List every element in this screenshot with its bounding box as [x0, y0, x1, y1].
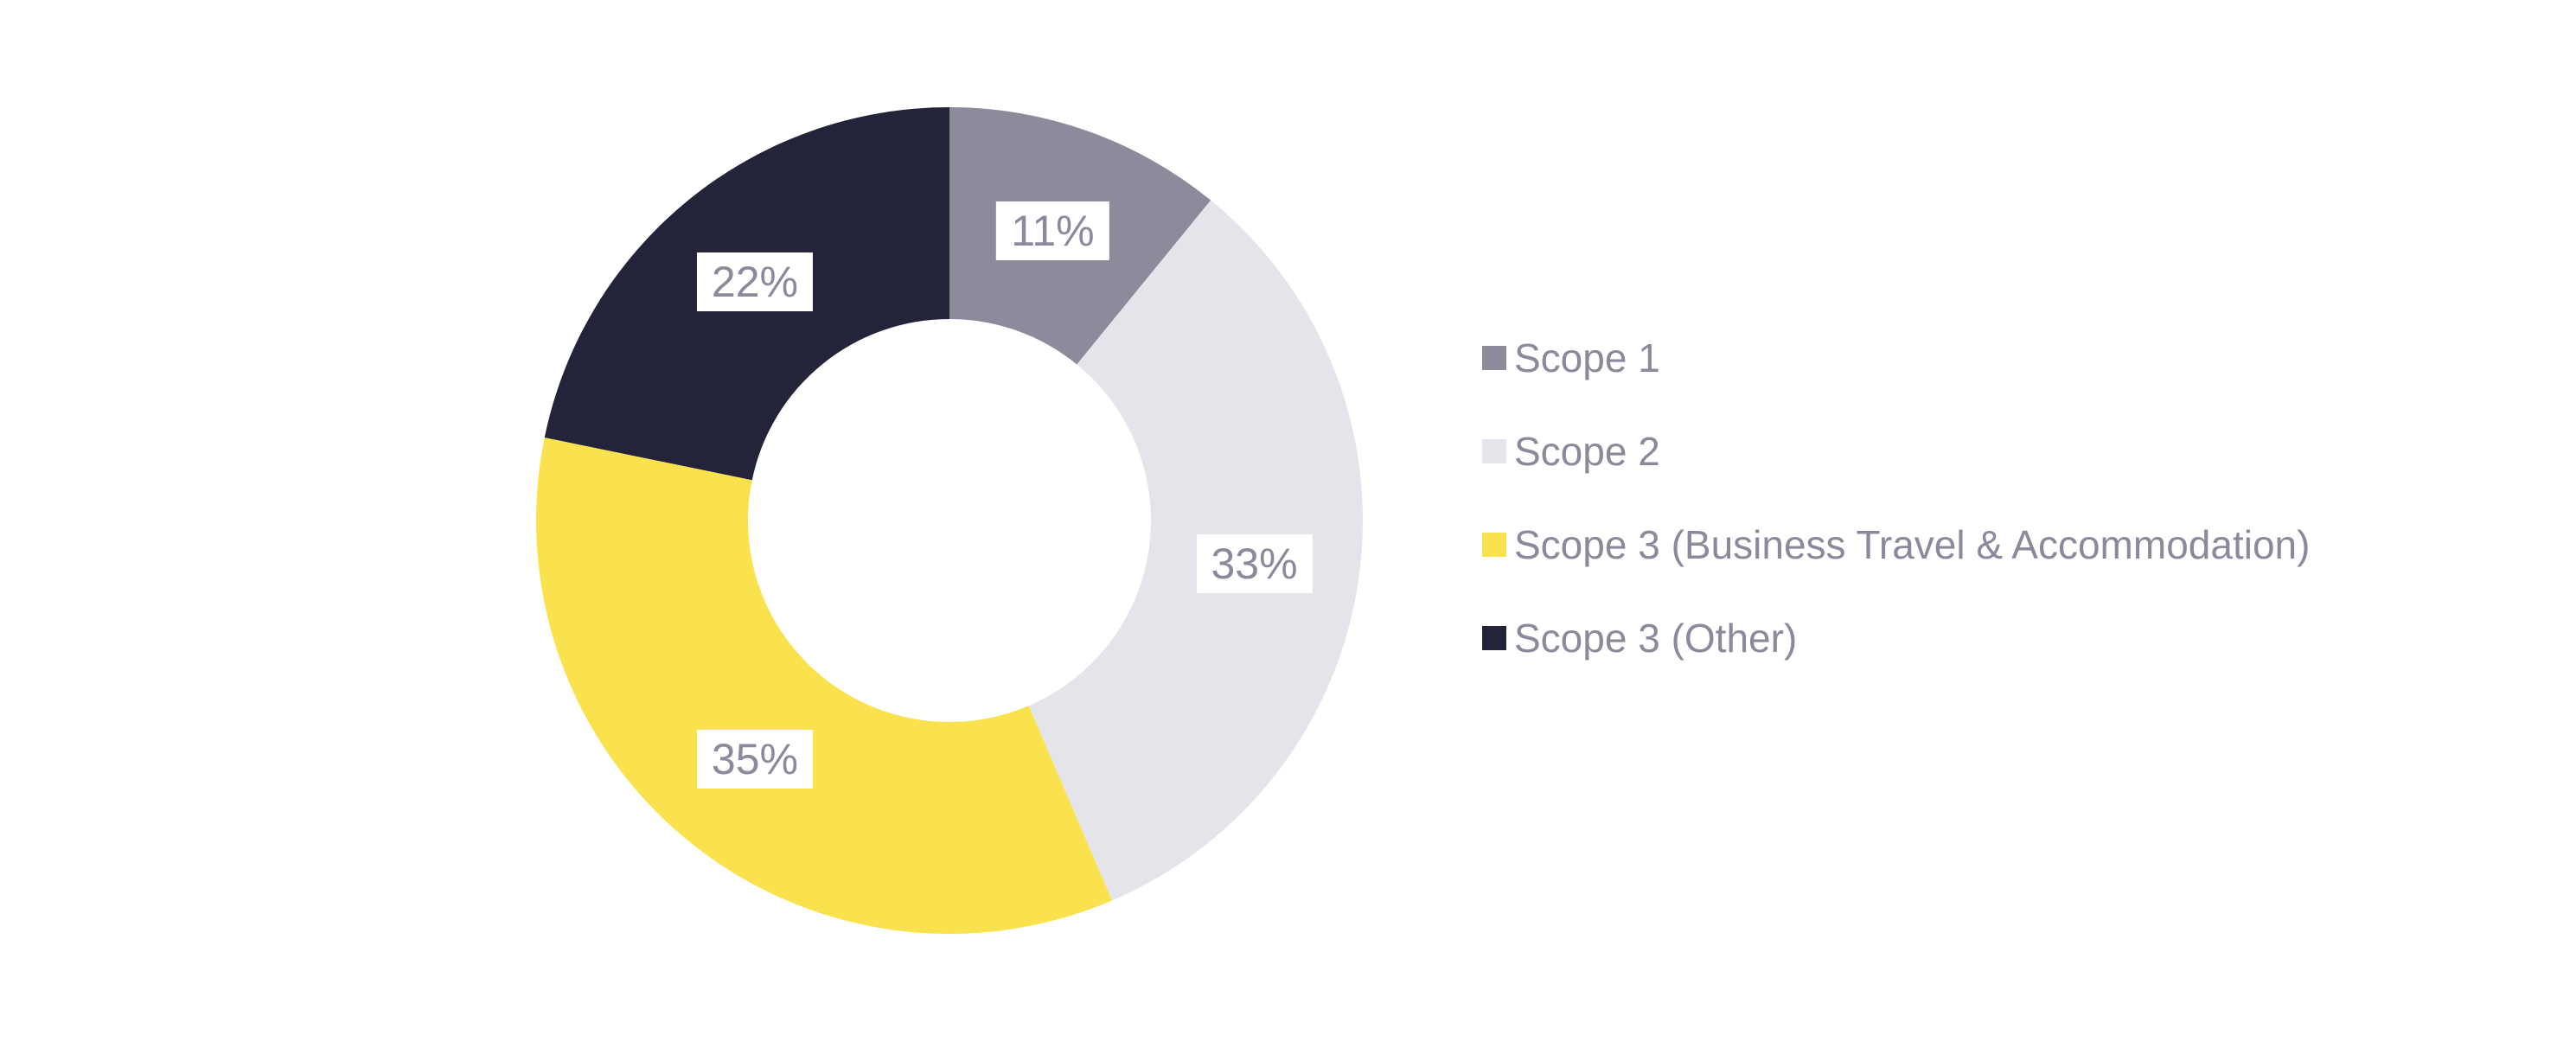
chart-legend: Scope 1 Scope 2 Scope 3 (Business Travel &…	[1482, 334, 2310, 707]
legend-swatch-icon	[1482, 533, 1506, 557]
donut-segment-3[interactable]	[536, 438, 1113, 934]
segment-value-label-2: 33%	[1196, 533, 1313, 593]
donut-segment-2[interactable]	[1028, 200, 1363, 901]
legend-item-1[interactable]: Scope 1	[1482, 334, 2310, 382]
legend-label: Scope 1	[1514, 335, 1660, 380]
legend-item-3[interactable]: Scope 3 (Business Travel & Accommodation…	[1482, 521, 2310, 569]
legend-label: Scope 3 (Other)	[1514, 616, 1798, 661]
donut-svg	[536, 107, 1363, 934]
segment-value-label-3: 35%	[696, 729, 813, 789]
legend-label: Scope 3 (Business Travel & Accommodation…	[1514, 522, 2311, 567]
legend-item-4[interactable]: Scope 3 (Other)	[1482, 614, 2310, 662]
legend-item-2[interactable]: Scope 2	[1482, 427, 2310, 476]
segment-value-label-4: 22%	[696, 252, 813, 312]
legend-swatch-icon	[1482, 626, 1506, 650]
segment-value-label-1: 11%	[996, 201, 1109, 260]
legend-label: Scope 2	[1514, 429, 1660, 474]
legend-swatch-icon	[1482, 439, 1506, 463]
donut-chart: 11% 33% 35% 22%	[536, 107, 1363, 934]
legend-swatch-icon	[1482, 346, 1506, 370]
